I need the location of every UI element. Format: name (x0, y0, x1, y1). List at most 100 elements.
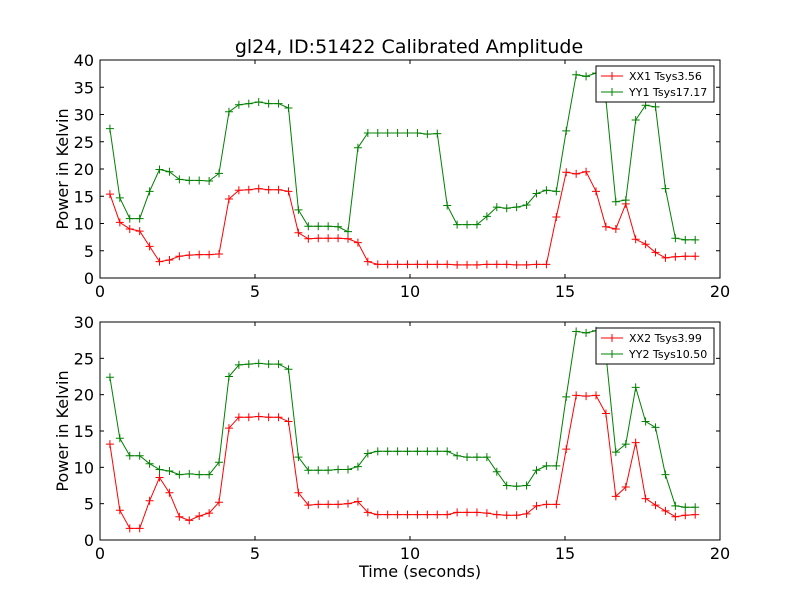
data-point (472, 220, 481, 229)
x-tick-label: 0 (95, 544, 105, 563)
data-point (195, 512, 204, 521)
data-point (691, 510, 700, 519)
data-point (224, 194, 233, 203)
data-point (572, 70, 581, 79)
data-point (125, 524, 134, 533)
data-point (611, 197, 620, 206)
data-point (334, 234, 343, 243)
data-point (314, 222, 323, 231)
data-point (621, 482, 630, 491)
data-point (552, 187, 561, 196)
data-point (135, 451, 144, 460)
data-point (135, 214, 144, 223)
data-point (353, 238, 362, 247)
data-point (433, 260, 442, 269)
data-point (304, 501, 313, 510)
data-point (542, 461, 551, 470)
data-point (205, 470, 214, 479)
data-point (363, 129, 372, 138)
data-point (224, 107, 233, 116)
data-point (413, 129, 422, 138)
y-tick-label: 10 (74, 458, 94, 477)
data-point (383, 447, 392, 456)
data-point (393, 510, 402, 519)
data-point (284, 417, 293, 426)
data-point (463, 220, 472, 229)
data-point (522, 481, 531, 490)
data-point (393, 260, 402, 269)
x-tick-label: 0 (95, 282, 105, 301)
data-point (383, 260, 392, 269)
y-tick-label: 20 (74, 386, 94, 405)
data-point (641, 101, 650, 110)
data-point (562, 392, 571, 401)
legend-label: YY2 Tsys10.50 (628, 348, 707, 361)
data-point (582, 72, 591, 81)
data-point (105, 190, 114, 199)
data-point (254, 359, 263, 368)
data-point (105, 440, 114, 449)
chart-title: gl24, ID:51422 Calibrated Amplitude (235, 36, 583, 58)
series-1 (105, 391, 700, 533)
data-point (155, 465, 164, 474)
data-point (621, 440, 630, 449)
y-tick-label: 30 (74, 106, 94, 125)
y-tick-label: 5 (84, 495, 94, 514)
x-axis-label: Time (seconds) (358, 562, 481, 581)
data-point (621, 196, 630, 205)
data-point (552, 461, 561, 470)
data-point (115, 218, 124, 227)
data-point (423, 510, 432, 519)
data-point (453, 451, 462, 460)
data-point (661, 253, 670, 262)
data-point (681, 503, 690, 512)
y-axis-label: Power in Kelvin (53, 370, 72, 491)
data-point (532, 501, 541, 510)
data-point (175, 175, 184, 184)
data-point (284, 187, 293, 196)
data-point (115, 506, 124, 515)
data-point (353, 143, 362, 152)
series-1 (105, 167, 700, 269)
data-point (185, 469, 194, 478)
x-tick-label: 10 (400, 544, 420, 563)
data-point (264, 99, 273, 108)
data-point (254, 97, 263, 106)
data-point (512, 203, 521, 212)
data-point (195, 250, 204, 259)
data-point (373, 129, 382, 138)
data-point (463, 260, 472, 269)
data-point (611, 224, 620, 233)
data-point (532, 466, 541, 475)
data-point (562, 168, 571, 177)
data-point (522, 260, 531, 269)
legend-marker (608, 72, 616, 80)
data-point (502, 260, 511, 269)
data-point (542, 260, 551, 269)
data-point (631, 383, 640, 392)
data-point (334, 222, 343, 231)
data-point (254, 184, 263, 193)
data-point (254, 412, 263, 421)
data-point (433, 129, 442, 138)
data-point (453, 508, 462, 517)
x-tick-label: 5 (250, 544, 260, 563)
data-point (691, 252, 700, 261)
legend-label: XX1 Tsys3.56 (629, 70, 702, 83)
data-point (403, 447, 412, 456)
data-point (314, 466, 323, 475)
data-point (344, 499, 352, 508)
y-tick-label: 15 (74, 187, 94, 206)
data-point (363, 257, 372, 266)
data-point (482, 453, 491, 462)
data-point (651, 248, 660, 257)
data-point (274, 360, 283, 369)
data-point (472, 508, 481, 517)
data-point (482, 509, 491, 518)
x-tick-label: 20 (710, 544, 730, 563)
data-point (582, 328, 591, 337)
data-point (215, 498, 224, 507)
data-point (453, 260, 462, 269)
data-point (304, 466, 313, 475)
data-point (175, 512, 184, 521)
